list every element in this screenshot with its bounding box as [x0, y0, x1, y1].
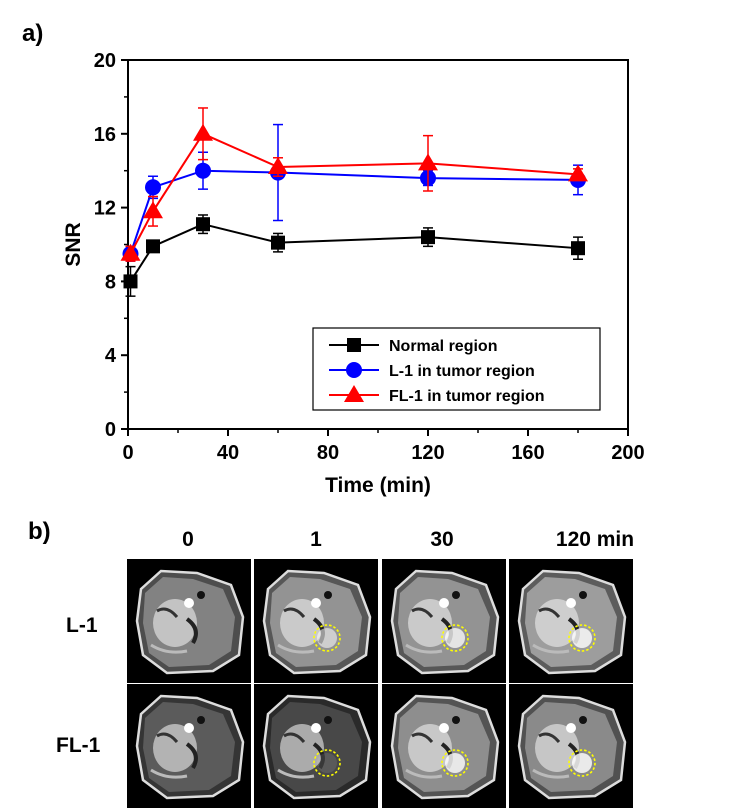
column-label-1: 1 [310, 528, 322, 551]
data-point [123, 274, 138, 289]
row-label-l1: L-1 [66, 614, 98, 637]
data-point [120, 243, 141, 261]
mri-image-fl-1-3 [509, 684, 633, 808]
x-tick-label: 40 [217, 442, 239, 464]
data-point [571, 241, 585, 256]
y-tick-label: 8 [105, 271, 116, 293]
legend-label: FL-1 in tumor region [389, 388, 545, 405]
legend-marker [346, 362, 362, 378]
series-line [129, 169, 579, 255]
data-point [143, 201, 163, 219]
data-point [145, 179, 161, 196]
y-tick-label: 20 [94, 50, 116, 72]
mri-image-l-1-2 [382, 559, 506, 683]
data-point [196, 217, 210, 232]
legend-marker [344, 385, 364, 402]
data-point [268, 157, 288, 175]
column-label-120min: 120 min [555, 528, 635, 551]
x-tick-label: 120 [411, 442, 444, 464]
y-tick-label: 16 [94, 124, 116, 146]
y-axis-label: SNR [62, 222, 85, 266]
mri-image-l-1-3 [509, 559, 633, 683]
data-point [195, 162, 211, 179]
mri-scan [517, 569, 627, 675]
series-line [129, 132, 579, 255]
x-tick-label: 160 [511, 442, 544, 464]
series-line [129, 223, 579, 282]
mri-image-l-1-1 [254, 559, 378, 683]
y-tick-label: 0 [105, 419, 116, 441]
mri-scan [517, 694, 627, 800]
x-tick-label: 80 [317, 442, 339, 464]
mri-scan [262, 694, 372, 800]
legend-label: Normal region [389, 338, 497, 355]
x-tick-label: 200 [611, 442, 644, 464]
mri-image-fl-1-0 [127, 684, 251, 808]
mri-scan [390, 569, 500, 675]
data-point [568, 164, 588, 182]
series-0 [123, 214, 585, 297]
y-tick-label: 4 [105, 345, 117, 367]
data-point [271, 235, 285, 250]
mri-scan [262, 569, 372, 675]
data-point [146, 239, 160, 254]
mri-image-l-1-0 [127, 559, 251, 683]
column-label-30: 30 [430, 528, 454, 551]
legend-label: L-1 in tumor region [389, 363, 535, 380]
legend-marker [347, 338, 361, 352]
mri-image-fl-1-1 [254, 684, 378, 808]
mri-scan [135, 694, 245, 800]
series-2 [120, 107, 588, 262]
panel-a-label: a) [22, 20, 44, 47]
column-label-0: 0 [182, 528, 194, 551]
row-label-fl1: FL-1 [56, 734, 101, 757]
data-point [421, 230, 435, 245]
panel-b-label: b) [28, 518, 51, 545]
y-tick-label: 12 [94, 198, 116, 220]
data-point [193, 123, 213, 141]
x-axis-label: Time (min) [325, 474, 431, 497]
series-1 [122, 123, 586, 262]
x-tick-label: 0 [122, 442, 133, 464]
data-point [418, 153, 438, 171]
mri-scan [135, 569, 245, 675]
legend: Normal region L-1 in tumor region FL-1 in … [312, 327, 601, 411]
mri-scan [390, 694, 500, 800]
mri-image-fl-1-2 [382, 684, 506, 808]
